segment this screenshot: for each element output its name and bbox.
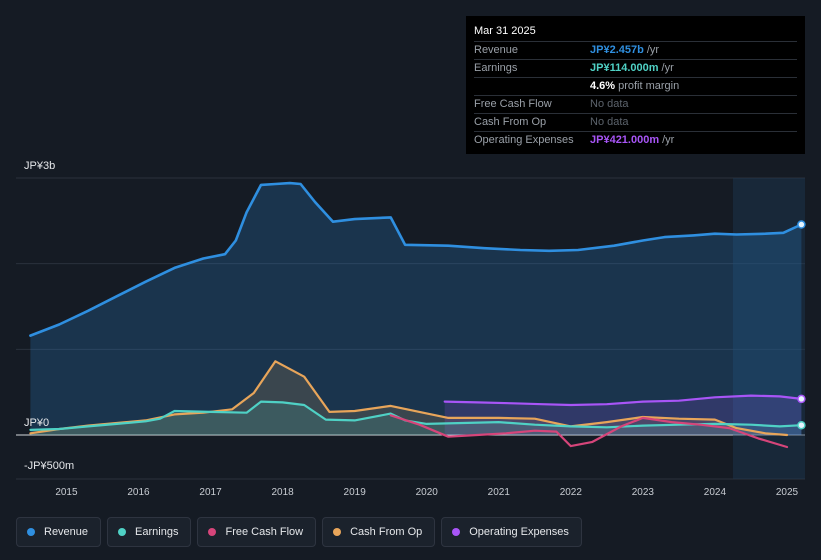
tooltip-value: 4.6% [590,80,616,92]
x-tick-label: 2016 [127,487,150,498]
tooltip-label: Earnings [474,62,518,74]
tooltip-label: Free Cash Flow [474,98,552,110]
x-axis-ticks: 2015 2016 2017 2018 2019 2020 2021 2022 2023 2024… [55,487,798,498]
tooltip-unit: /yr [661,62,674,74]
legend-label: Operating Expenses [469,526,569,538]
tooltip-unit: profit margin [618,80,680,92]
end-markers [797,220,806,430]
legend-label: Cash From Op [350,526,423,538]
tooltip-label: Revenue [474,44,519,56]
legend-label: Free Cash Flow [225,526,304,538]
tooltip-date: Mar 31 2025 [474,24,797,42]
x-tick-label: 2021 [488,487,511,498]
x-tick-label: 2018 [271,487,294,498]
x-tick-label: 2023 [632,487,655,498]
operating-expenses-end-marker [797,394,806,404]
revenue-end-marker [797,220,806,229]
tooltip-row-earnings: Earnings JP¥114.000m /yr [474,60,797,78]
x-tick-label: 2017 [199,487,222,498]
operating-expenses-dot-icon [452,528,461,536]
free-cash-flow-line [389,414,789,449]
tooltip-label: Operating Expenses [474,134,574,146]
tooltip-label-empty [474,78,590,95]
y-label-bottom: -JP¥500m [24,460,75,472]
tooltip-value: No data [590,98,629,110]
y-label-zero: JP¥0 [24,417,50,429]
legend-item-cash-from-op[interactable]: Cash From Op [322,517,436,547]
revenue-area [30,183,802,435]
tooltip-value: JP¥2.457b [590,44,644,56]
tooltip: Mar 31 2025 Revenue JP¥2.457b /yr Earnin… [466,16,805,154]
tooltip-value: JP¥421.000m [590,134,660,146]
earnings-area [30,401,802,435]
revenue-line [29,181,803,337]
tooltip-row-opex: Operating Expenses JP¥421.000m /yr [474,132,797,149]
tooltip-label: Cash From Op [474,116,547,128]
legend-item-earnings[interactable]: Earnings [107,517,192,547]
tooltip-row-margin: 4.6% profit margin [474,78,797,96]
tooltip-unit: /yr [646,44,660,56]
legend-item-free-cash-flow[interactable]: Free Cash Flow [197,517,317,547]
x-tick-label: 2015 [55,487,78,498]
cash-from-op-dot-icon [333,528,342,536]
grid [16,177,805,480]
legend-item-operating-expenses[interactable]: Operating Expenses [441,517,582,547]
revenue-dot-icon [27,528,35,536]
tooltip-unit: /yr [662,134,675,146]
y-label-top: JP¥3b [24,160,56,172]
x-tick-label: 2020 [416,487,439,498]
legend-item-revenue[interactable]: Revenue [16,517,102,547]
x-tick-label: 2019 [344,487,367,498]
tooltip-row-revenue: Revenue JP¥2.457b /yr [474,42,797,60]
x-tick-label: 2024 [704,487,727,498]
tooltip-row-cfo: Cash From Op No data [474,114,797,132]
x-tick-label: 2025 [776,487,799,498]
series-lines [29,181,803,449]
free-cash-flow-dot-icon [208,528,217,536]
tooltip-value: JP¥114.000m [590,62,659,74]
cash-from-op-area [30,361,787,435]
legend-label: Revenue [44,526,89,538]
tooltip-value: No data [590,116,629,128]
earnings-line [29,400,803,431]
earnings-dot-icon [118,528,127,536]
earnings-end-marker [797,420,806,430]
tooltip-row-fcf: Free Cash Flow No data [474,96,797,114]
x-tick-label: 2022 [560,487,583,498]
operating-expenses-line [443,394,803,407]
legend-label: Earnings [135,526,179,538]
legend: Revenue Earnings Free Cash Flow Cash Fro… [16,517,582,547]
series-areas [30,183,802,435]
